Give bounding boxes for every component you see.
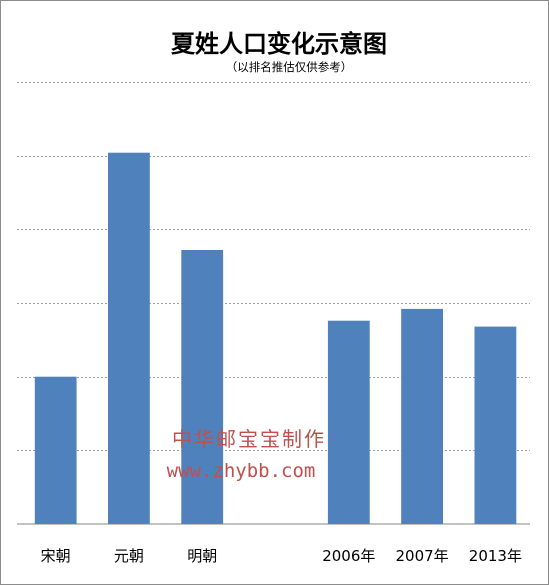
x-tick-label: 2006年: [322, 547, 375, 565]
bar: [34, 376, 77, 524]
chart-title: 夏姓人口变化示意图: [171, 29, 387, 58]
bars: [34, 152, 517, 524]
bar: [327, 320, 370, 524]
x-tick-label: 宋朝: [41, 547, 71, 565]
x-tick-label: 元朝: [114, 547, 144, 565]
bar: [474, 326, 517, 524]
x-tick-labels: 宋朝 元朝 明朝 2006年 2007年 2013年: [41, 547, 522, 565]
bar: [181, 250, 224, 524]
watermark-text: 中华邮宝宝制作: [172, 427, 326, 451]
x-tick-label: 2007年: [396, 547, 449, 565]
bar: [108, 152, 150, 524]
bar: [401, 308, 443, 524]
x-tick-label: 明朝: [187, 547, 217, 565]
gridlines: [17, 82, 530, 451]
chart-subtitle: （以排名推估仅供参考）: [226, 60, 353, 74]
x-tick-label: 2013年: [469, 547, 522, 565]
watermark-url: www.zhybb.com: [167, 460, 316, 482]
